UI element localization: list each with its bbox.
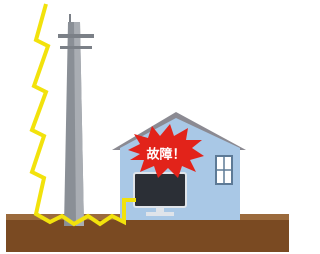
fault-label: 故障！ [146,147,185,163]
illustration: 故障！ [0,0,291,254]
